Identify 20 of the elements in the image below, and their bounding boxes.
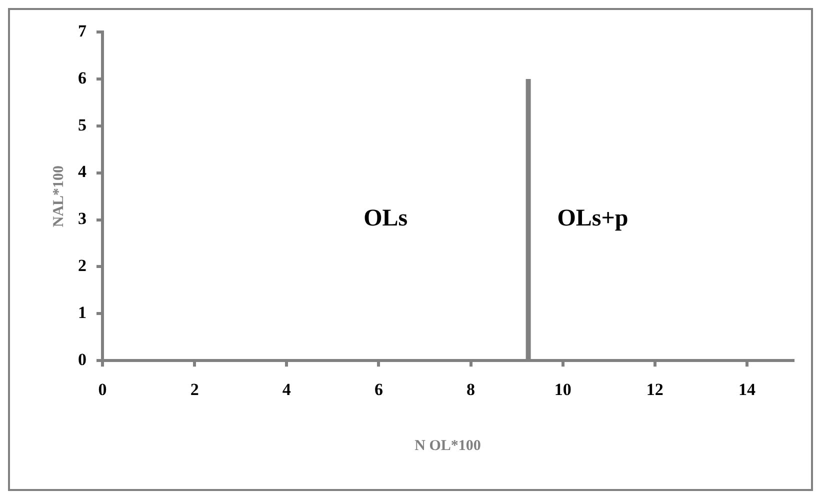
x-tick-label: 4 [282, 380, 292, 400]
y-tick-label: 3 [78, 209, 86, 228]
y-axis-title: NAL*100 [50, 165, 67, 228]
y-tick-label: 6 [78, 68, 86, 88]
x-tick-label: 6 [374, 380, 383, 400]
x-tick-label: 0 [98, 380, 107, 400]
annotation: OLs [364, 206, 408, 232]
y-tick-label: 2 [78, 256, 86, 276]
x-tick-label: 14 [738, 380, 756, 400]
y-tick-label: 0 [78, 350, 86, 369]
x-tick-label: 8 [466, 380, 476, 400]
y-tick-label: 5 [78, 115, 86, 134]
x-tick-label: 2 [190, 380, 199, 400]
y-tick-label: 7 [78, 21, 87, 40]
x-tick-label: 10 [554, 380, 572, 400]
y-tick-label: 1 [78, 303, 86, 322]
x-tick-label: 12 [646, 380, 664, 400]
annotation: OLs+p [557, 206, 628, 232]
x-axis-title: N OL*100 [414, 438, 481, 454]
y-tick-label: 4 [78, 162, 87, 182]
